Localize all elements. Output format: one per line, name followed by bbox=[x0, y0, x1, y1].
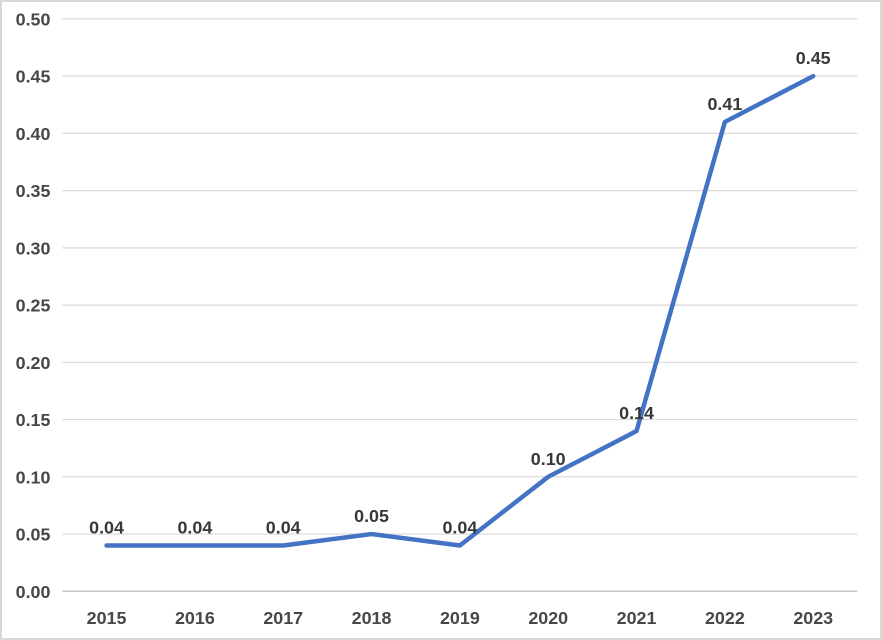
y-tick-label: 0.10 bbox=[16, 467, 51, 487]
data-label: 0.41 bbox=[707, 94, 742, 114]
x-tick-label: 2020 bbox=[528, 608, 568, 628]
x-tick-label: 2021 bbox=[617, 608, 657, 628]
data-label: 0.45 bbox=[796, 48, 831, 68]
data-labels: 0.04 0.04 0.04 0.05 0.04 0.10 0.14 0.41 0.45 bbox=[89, 48, 831, 537]
y-tick-label: 0.25 bbox=[16, 296, 51, 316]
x-tick-label: 2022 bbox=[705, 608, 745, 628]
x-tick-label: 2018 bbox=[352, 608, 392, 628]
data-label: 0.04 bbox=[89, 518, 124, 538]
y-tick-label: 0.30 bbox=[16, 238, 51, 258]
y-tick-label: 0.00 bbox=[16, 582, 51, 602]
y-tick-label: 0.05 bbox=[16, 525, 51, 545]
y-tick-label: 0.35 bbox=[16, 181, 51, 201]
data-series-line bbox=[104, 73, 816, 548]
data-label: 0.04 bbox=[442, 518, 477, 538]
y-tick-label: 0.20 bbox=[16, 353, 51, 373]
data-label: 0.04 bbox=[177, 518, 212, 538]
y-tick-label: 0.50 bbox=[16, 9, 51, 29]
x-tick-label: 2023 bbox=[793, 608, 833, 628]
x-tick-label: 2015 bbox=[87, 608, 127, 628]
data-label: 0.05 bbox=[354, 506, 389, 526]
y-tick-label: 0.45 bbox=[16, 67, 51, 87]
data-label: 0.10 bbox=[531, 449, 566, 469]
x-tick-label: 2017 bbox=[263, 608, 303, 628]
data-label: 0.14 bbox=[619, 403, 654, 423]
x-tick-label: 2016 bbox=[175, 608, 215, 628]
gridlines bbox=[62, 18, 858, 593]
x-axis-tick-labels: 2015 2016 2017 2018 2019 2020 2021 2022 2023 bbox=[87, 608, 833, 628]
y-axis-tick-labels: 0.00 0.05 0.10 0.15 0.20 0.25 0.30 0.35 0.40 0.45… bbox=[16, 9, 51, 601]
x-tick-label: 2019 bbox=[440, 608, 480, 628]
y-tick-label: 0.15 bbox=[16, 410, 51, 430]
data-label: 0.04 bbox=[266, 518, 301, 538]
y-tick-label: 0.40 bbox=[16, 124, 51, 144]
